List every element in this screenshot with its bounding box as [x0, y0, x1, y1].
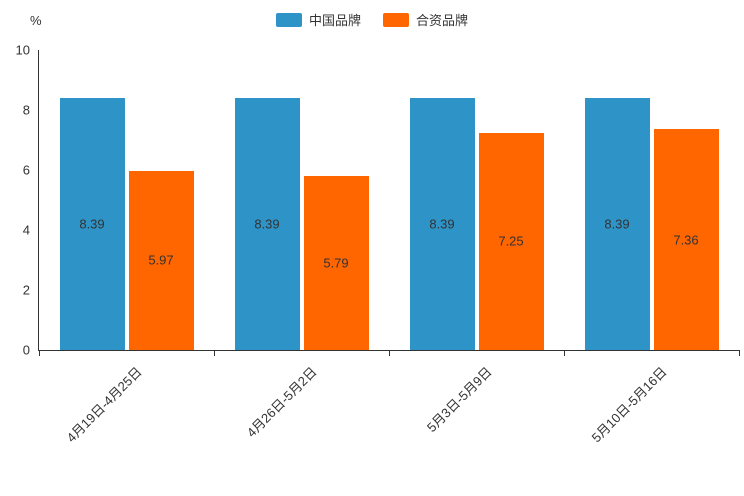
- bar-series-0-group-0: 8.39: [59, 98, 125, 350]
- legend-label: 合资品牌: [416, 13, 469, 28]
- bar-series-1-group-1: 5.79: [303, 176, 369, 350]
- x-axis-tick: [213, 350, 215, 356]
- bar-value-label: 8.39: [254, 216, 280, 232]
- bar-value-label: 7.25: [498, 233, 524, 249]
- legend: 中国品牌 合资品牌: [0, 10, 744, 29]
- bar-value-label: 7.36: [673, 232, 699, 248]
- x-axis-tick: [388, 350, 390, 356]
- legend-swatch-icon: [275, 12, 302, 27]
- bar-value-label: 8.39: [79, 216, 105, 232]
- x-axis-category-label: 5月3日-5月9日: [423, 364, 495, 436]
- legend-item-series-0[interactable]: 中国品牌: [275, 10, 361, 29]
- x-axis-category-label: 4月19日-4月25日: [63, 364, 145, 446]
- y-axis-tick-label: 6: [22, 162, 30, 178]
- bar-series-0-group-3: 8.39: [584, 98, 650, 350]
- y-axis-unit-label: %: [30, 13, 42, 28]
- legend-label: 中国品牌: [308, 13, 361, 28]
- bar-series-1-group-2: 7.25: [478, 132, 544, 350]
- bar-series-0-group-1: 8.39: [234, 98, 300, 350]
- y-axis-tick-label: 2: [22, 282, 30, 298]
- bar-value-label: 5.79: [323, 255, 349, 271]
- legend-swatch-icon: [383, 12, 409, 27]
- x-axis-category-label: 5月10日-5月16日: [588, 364, 670, 446]
- bar-series-0-group-2: 8.39: [409, 98, 475, 350]
- y-axis-tick-label: 0: [22, 342, 30, 358]
- x-axis-tick: [563, 350, 565, 356]
- bar-value-label: 8.39: [429, 216, 455, 232]
- bar-value-label: 5.97: [148, 252, 174, 268]
- bar-series-1-group-3: 7.36: [653, 129, 719, 350]
- x-axis-category-label: 4月26日-5月2日: [243, 364, 320, 441]
- x-axis-tick: [738, 350, 740, 356]
- bar-value-label: 8.39: [604, 216, 630, 232]
- bar-series-1-group-0: 5.97: [128, 170, 194, 350]
- y-axis-tick-label: 8: [22, 102, 30, 118]
- legend-item-series-1[interactable]: 合资品牌: [383, 10, 468, 29]
- plot-area: 0 2 4 6 8 10 8.39 5.97 4月19日-4月25日 8.39 5.79 4月26日-…: [16, 44, 740, 445]
- y-axis-tick-label: 4: [22, 222, 30, 238]
- x-axis-tick: [38, 350, 40, 356]
- y-axis-tick-label: 10: [15, 42, 30, 58]
